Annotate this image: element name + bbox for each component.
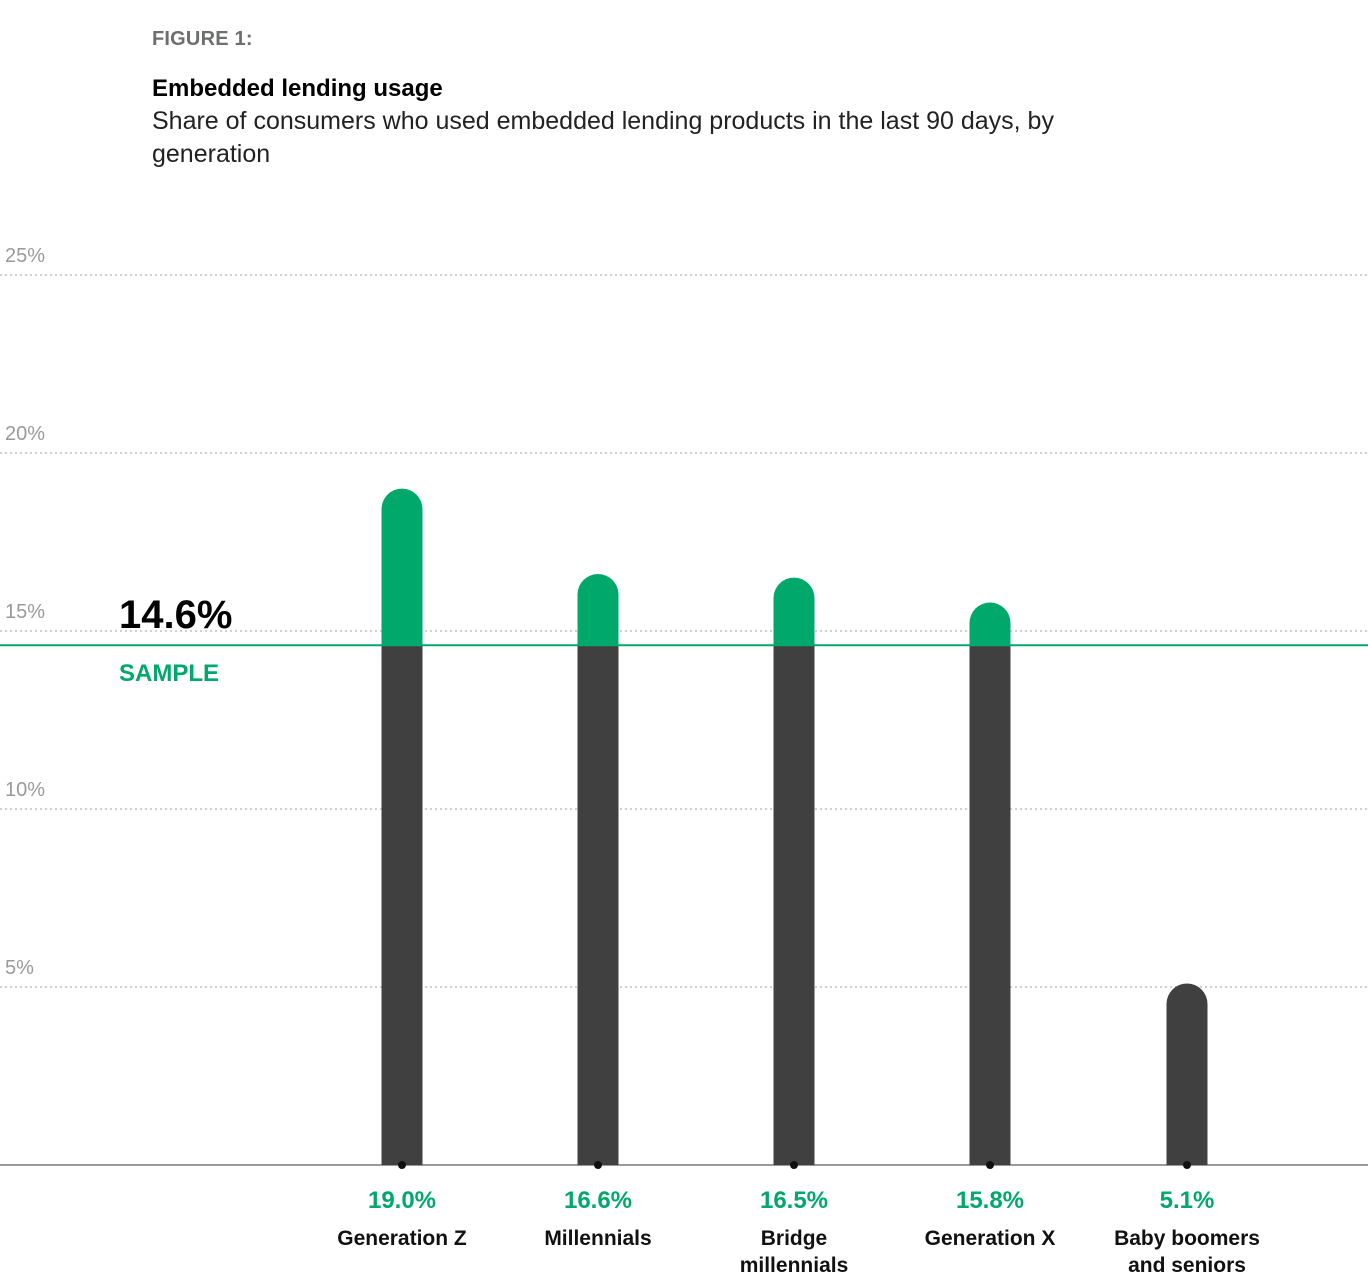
- category-label: Generation X: [925, 1227, 1056, 1250]
- sample-value-label: 14.6%: [119, 593, 232, 637]
- category-label: Millennials: [544, 1227, 651, 1250]
- bar-base-dot: [398, 1161, 406, 1169]
- bar: [1166, 983, 1208, 1165]
- bar-base-dot: [594, 1161, 602, 1169]
- chart-subtitle: Share of consumers who used embedded len…: [152, 107, 1054, 168]
- bar: [381, 645, 423, 1165]
- y-tick-label: 15%: [5, 601, 45, 623]
- value-label: 5.1%: [1160, 1187, 1215, 1214]
- value-label: 15.8%: [956, 1187, 1024, 1214]
- bar-above-sample: [969, 602, 1011, 647]
- sample-label: SAMPLE: [119, 660, 219, 687]
- chart-header: FIGURE 1: Embedded lending usage Share o…: [152, 28, 1132, 171]
- category-label: millennials: [740, 1254, 849, 1277]
- category-label: Generation Z: [337, 1227, 467, 1250]
- y-tick-label: 5%: [5, 957, 34, 979]
- value-label: 19.0%: [368, 1187, 436, 1214]
- value-label: 16.5%: [760, 1187, 828, 1214]
- bar: [773, 645, 815, 1165]
- category-label: and seniors: [1128, 1254, 1246, 1277]
- bar: [969, 645, 1011, 1165]
- bar-above-sample: [773, 577, 815, 647]
- bar: [577, 645, 619, 1165]
- category-label: Baby boomers: [1114, 1227, 1260, 1250]
- bar-above-sample: [577, 574, 619, 647]
- y-tick-label: 10%: [5, 779, 45, 801]
- chart-title: Embedded lending usage: [152, 75, 443, 102]
- bar-base-dot: [986, 1161, 994, 1169]
- y-tick-label: 25%: [5, 245, 45, 267]
- figure-label: FIGURE 1:: [152, 28, 253, 50]
- bar-base-dot: [1183, 1161, 1191, 1169]
- value-label: 16.6%: [564, 1187, 632, 1214]
- bar-above-sample: [381, 488, 423, 647]
- y-tick-label: 20%: [5, 423, 45, 445]
- bar-base-dot: [790, 1161, 798, 1169]
- category-label: Bridge: [761, 1227, 828, 1250]
